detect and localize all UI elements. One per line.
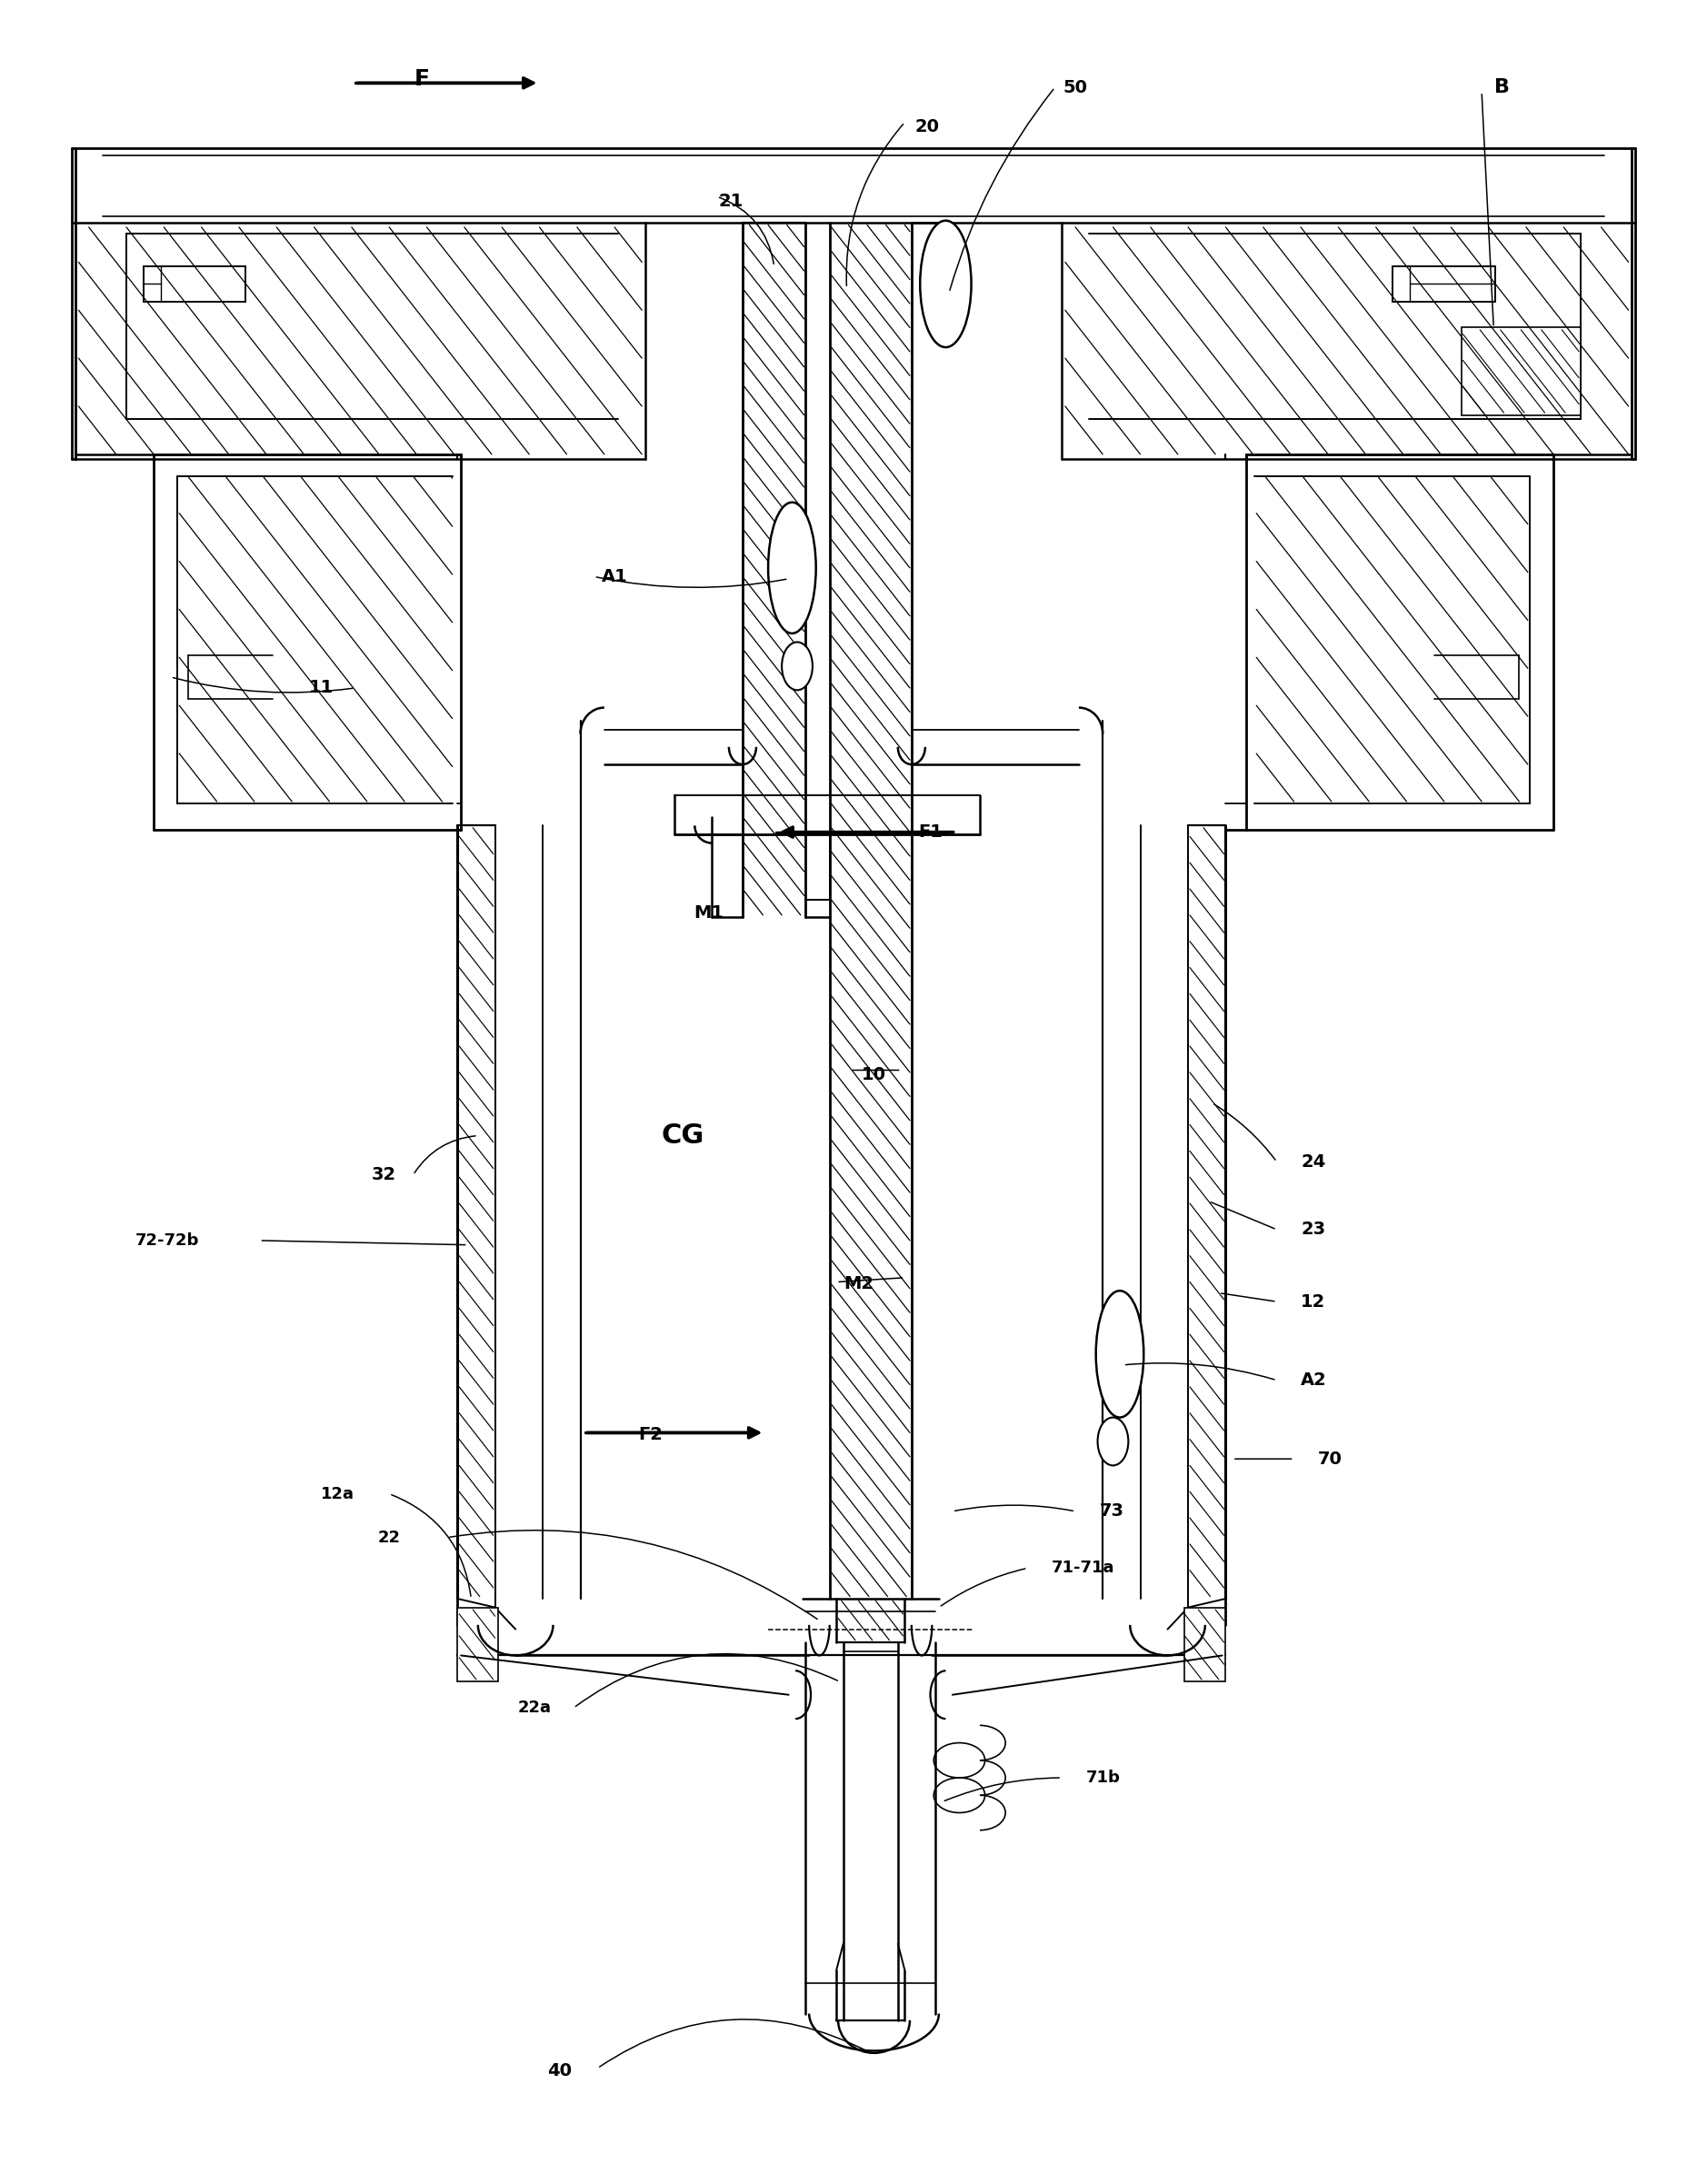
- Text: 73: 73: [1099, 1503, 1123, 1520]
- Text: 12: 12: [1301, 1293, 1326, 1310]
- Text: F2: F2: [638, 1426, 662, 1444]
- Text: 40: 40: [548, 2062, 572, 2079]
- Bar: [457, 1607, 498, 1682]
- Text: M1: M1: [693, 904, 724, 922]
- Text: 32: 32: [372, 1166, 396, 1184]
- Text: 70: 70: [1318, 1450, 1342, 1468]
- Text: 50: 50: [1063, 79, 1087, 96]
- Text: 24: 24: [1301, 1153, 1326, 1171]
- Text: 21: 21: [719, 192, 743, 210]
- Text: 12a: 12a: [321, 1485, 355, 1503]
- Ellipse shape: [1098, 1417, 1128, 1465]
- Text: 10: 10: [862, 1066, 886, 1083]
- Text: A1: A1: [601, 568, 628, 585]
- Text: 22a: 22a: [517, 1699, 551, 1717]
- Text: M2: M2: [843, 1275, 874, 1293]
- Text: F: F: [413, 68, 430, 90]
- Text: 20: 20: [915, 118, 939, 135]
- Text: 71b: 71b: [1086, 1769, 1120, 1787]
- Bar: [1461, 328, 1581, 415]
- Ellipse shape: [920, 221, 971, 347]
- Ellipse shape: [782, 642, 813, 690]
- Ellipse shape: [768, 502, 816, 633]
- Text: A2: A2: [1301, 1372, 1326, 1389]
- Text: 71-71a: 71-71a: [1052, 1559, 1115, 1577]
- Ellipse shape: [1096, 1291, 1144, 1417]
- Text: F1: F1: [918, 823, 942, 841]
- Text: B: B: [1494, 79, 1511, 96]
- Text: 72-72b: 72-72b: [135, 1232, 200, 1249]
- Text: 22: 22: [377, 1529, 401, 1546]
- Text: CG: CG: [661, 1123, 705, 1149]
- Bar: [1185, 1607, 1226, 1682]
- Text: 11: 11: [309, 679, 333, 697]
- Text: 23: 23: [1301, 1221, 1325, 1238]
